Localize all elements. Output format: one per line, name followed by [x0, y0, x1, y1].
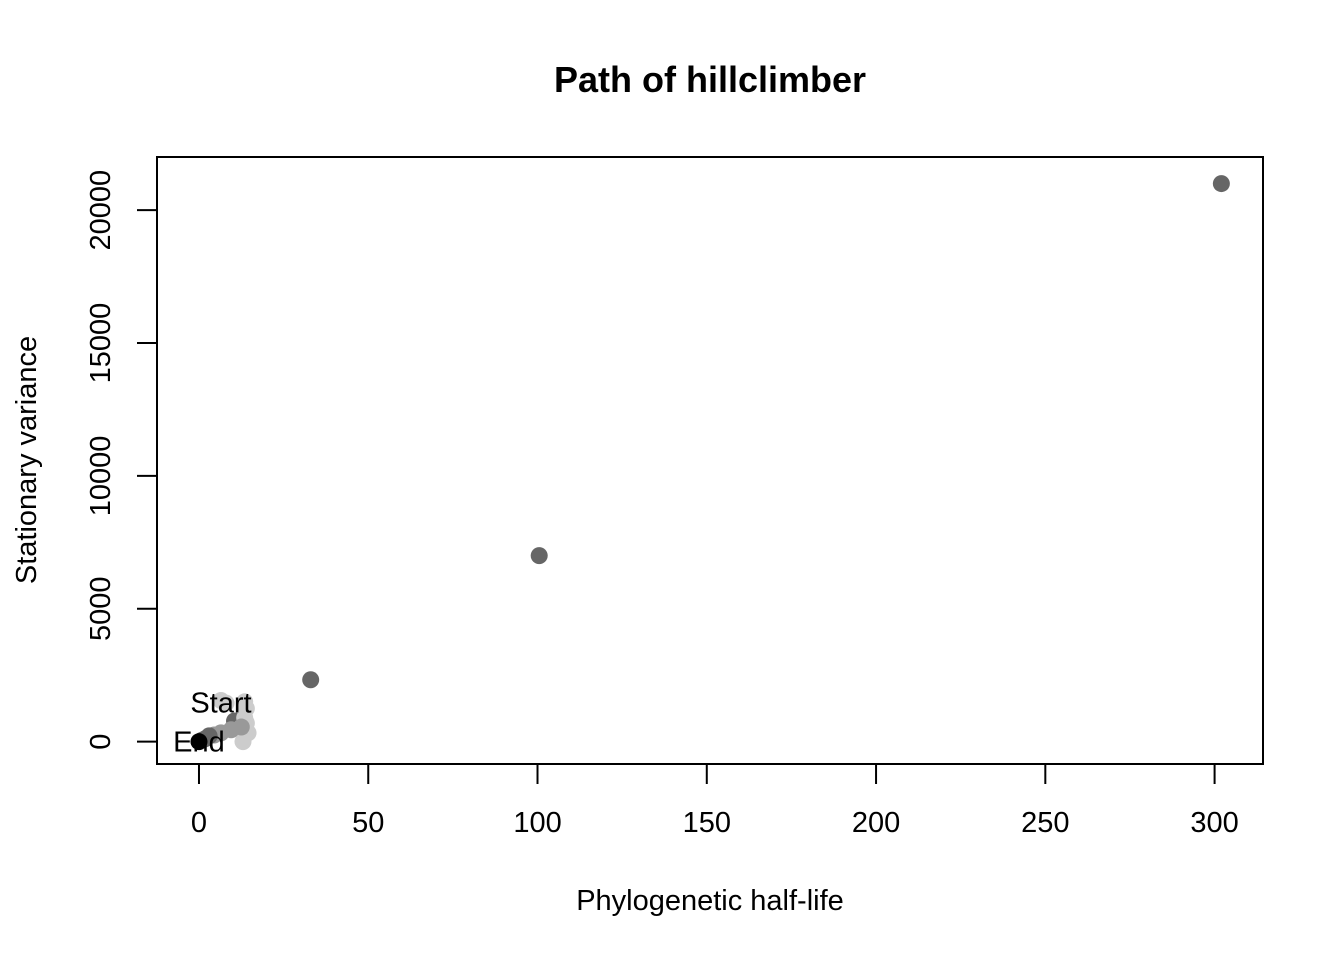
y-tick-label: 10000	[85, 436, 117, 517]
plot-frame	[156, 156, 1264, 765]
data-point	[234, 733, 252, 751]
data-point	[530, 547, 548, 565]
x-axis-label: Phylogenetic half-life	[576, 885, 844, 917]
y-tick-label: 15000	[85, 303, 117, 384]
x-tick-label: 250	[1021, 807, 1069, 839]
x-tick-label: 150	[683, 807, 731, 839]
x-tick-label: 0	[191, 807, 207, 839]
y-axis-label: Stationary variance	[11, 336, 43, 584]
x-tick-label: 200	[852, 807, 900, 839]
annotations: Start End	[173, 687, 251, 758]
y-axis: 0 5000 10000 15000 20000	[85, 170, 158, 750]
data-point	[217, 694, 235, 712]
annotation-start: Start	[190, 687, 251, 719]
chart-title: Path of hillclimber	[554, 59, 866, 100]
data-points	[190, 175, 1230, 751]
x-tick-label: 100	[513, 807, 561, 839]
y-tick-label: 5000	[85, 577, 117, 642]
x-tick-label: 50	[352, 807, 384, 839]
x-axis: 0 50 100 150 200 250 300	[191, 763, 1239, 839]
data-point	[190, 733, 208, 751]
y-tick-label: 0	[85, 734, 117, 750]
data-point	[1212, 175, 1230, 193]
data-point	[302, 671, 320, 689]
y-tick-label: 20000	[85, 170, 117, 251]
annotation-end: End	[173, 727, 225, 759]
x-tick-label: 300	[1190, 807, 1238, 839]
